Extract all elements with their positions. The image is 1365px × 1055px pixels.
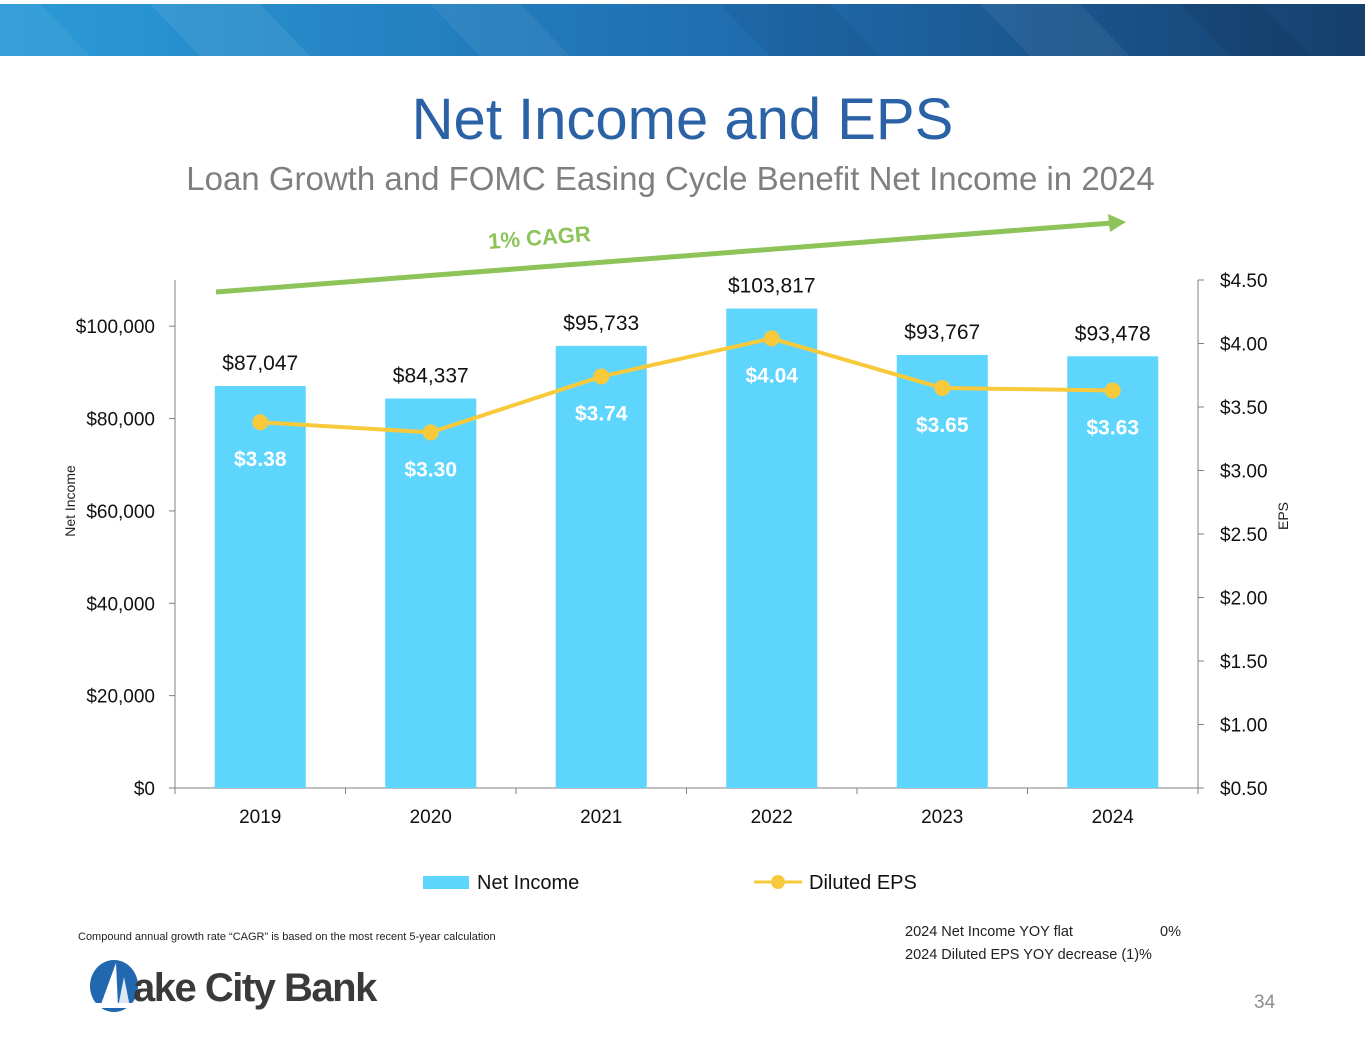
logo-sail-icon [100,963,118,1007]
eps-point-2024 [1104,382,1121,399]
bar-net-income-2022 [726,308,818,788]
bar-net-income-2021 [555,345,647,788]
x-axis-label-2023: 2023 [921,807,963,828]
eps-value-label-2023: $3.65 [916,414,969,437]
eps-value-label-2019: $3.38 [234,448,287,471]
page-title: Net Income and EPS [411,87,954,152]
left-axis-tick-label: $60,000 [86,502,155,523]
x-axis-label-2022: 2022 [751,807,793,828]
stat-row-net-income: 2024 Net Income YOY flat 0% [905,921,1181,944]
eps-point-2021 [593,368,610,385]
eps-series-line [260,336,1113,435]
page-subtitle: Loan Growth and FOMC Easing Cycle Benefi… [186,160,1155,197]
left-axis-tick-label: $80,000 [86,410,155,431]
eps-value-label-2022: $4.04 [745,364,798,387]
legend-label-diluted-eps: Diluted EPS [809,872,917,894]
x-axis-label-2019: 2019 [239,807,281,828]
bar-value-label-2021: $95,733 [563,312,639,335]
bar-net-income-2023 [896,354,988,788]
legend-swatch-net-income [423,876,469,889]
eps-point-2022 [763,330,780,347]
eps-point-2019 [252,414,269,431]
right-axis-tick-label: $3.50 [1220,398,1268,419]
logo-wordmark: ake City Bank [133,966,378,1010]
stat-row-eps: 2024 Diluted EPS YOY decrease (1)% [905,944,1181,967]
right-axis-tick-label: $4.00 [1220,335,1268,356]
eps-value-label-2020: $3.30 [404,458,457,481]
left-axis-tick-label: $40,000 [86,594,155,615]
eps-point-2020 [422,424,439,441]
yoy-stats: 2024 Net Income YOY flat 0% 2024 Diluted… [905,921,1181,967]
right-axis-tick-label: $1.00 [1220,716,1268,737]
right-axis-tick-label: $0.50 [1220,779,1268,800]
x-axis-label-2020: 2020 [410,807,452,828]
bar-net-income-2024 [1067,356,1159,788]
bar-value-label-2022: $103,817 [728,275,816,298]
right-axis-tick-label: $3.00 [1220,462,1268,483]
stat-label-net-income: 2024 Net Income YOY flat [905,924,1073,940]
x-axis-label-2021: 2021 [580,807,622,828]
cagr-footnote: Compound annual growth rate “CAGR” is ba… [78,931,496,943]
bar-value-label-2024: $93,478 [1075,322,1151,345]
legend: Net Income Diluted EPS [423,872,917,894]
stat-label-eps: 2024 Diluted EPS YOY decrease [905,947,1118,963]
right-axis-tick-label: $4.50 [1220,271,1268,292]
left-axis-title: Net Income [62,465,78,537]
eps-value-label-2024: $3.63 [1086,416,1139,439]
bar-net-income-2019 [214,386,306,788]
lake-city-bank-logo: ake City Bank [90,960,380,1012]
bar-value-label-2020: $84,337 [393,365,469,388]
eps-value-label-2021: $3.74 [575,403,628,426]
cagr-arrow [215,214,1126,295]
legend-label-net-income: Net Income [477,872,579,894]
bar-net-income-2020 [385,398,477,788]
left-axis-tick-label: $0 [134,779,155,800]
left-axis-tick-label: $20,000 [86,687,155,708]
legend-swatch-eps-marker [771,875,785,889]
net-income-eps-chart: 1% CAGR $0 $20,000 $40,000 $60,000 $80,000 $1… [62,214,1291,894]
right-axis-tick-label: $2.50 [1220,525,1268,546]
right-axis-tick-label: $1.50 [1220,652,1268,673]
stat-value-net-income: 0% [1160,924,1181,940]
eps-point-2023 [934,379,951,396]
left-axis-tick-label: $100,000 [76,317,155,338]
cagr-label: 1% CAGR [487,221,591,254]
top-banner [0,4,1365,56]
right-axis-title: EPS [1275,502,1291,530]
stat-value-eps: (1)% [1121,947,1152,963]
page-number: 34 [1254,992,1276,1013]
bar-value-label-2023: $93,767 [904,321,980,344]
bar-value-label-2019: $87,047 [222,352,298,375]
x-axis-label-2024: 2024 [1092,807,1135,828]
right-axis-tick-label: $2.00 [1220,589,1268,610]
